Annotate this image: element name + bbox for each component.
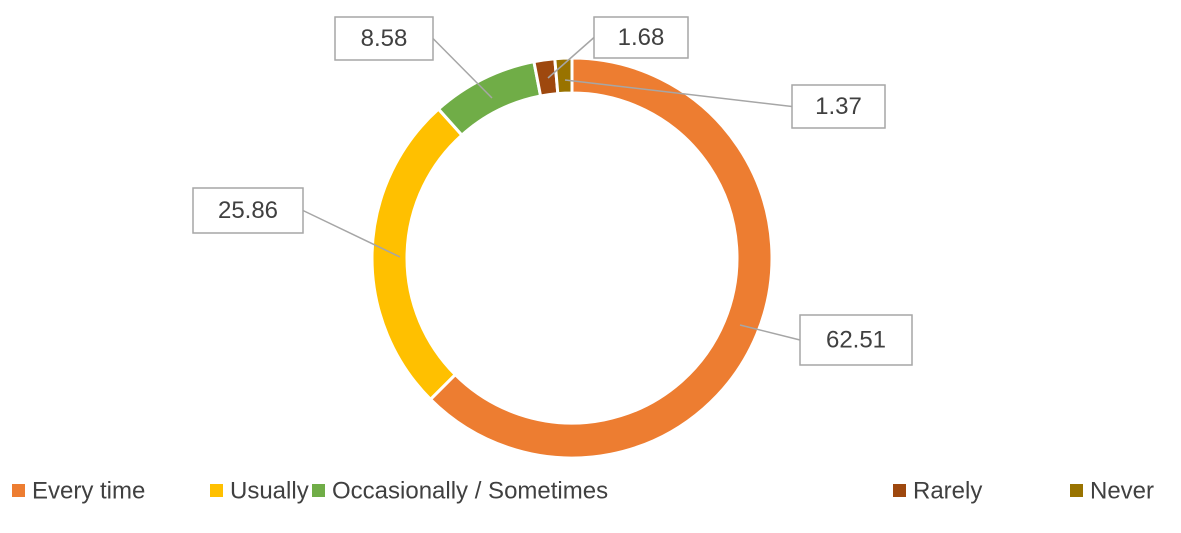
leader-line — [432, 37, 493, 99]
data-label: 62.51 — [826, 326, 886, 353]
legend-label: Occasionally / Sometimes — [332, 477, 608, 504]
donut-segment — [428, 56, 774, 460]
label-box — [799, 314, 913, 366]
data-label: 25.86 — [218, 197, 278, 224]
label-box — [791, 84, 886, 129]
legend-label: Never — [1090, 477, 1154, 504]
donut-segment — [370, 106, 464, 402]
data-label: 1.68 — [618, 24, 665, 51]
legend-label: Usually — [230, 477, 309, 504]
legend-swatch — [1070, 484, 1083, 497]
legend-swatch — [12, 484, 25, 497]
leader-line — [564, 79, 793, 108]
legend-swatch — [893, 484, 906, 497]
label-box — [334, 16, 434, 61]
data-label: 8.58 — [361, 25, 408, 52]
leader-line — [739, 324, 801, 341]
legend-label: Every time — [32, 477, 145, 504]
data-label: 1.37 — [815, 93, 862, 120]
legend-swatch — [312, 484, 325, 497]
donut-segment — [553, 56, 574, 96]
leader-line — [302, 209, 401, 258]
legend-label: Rarely — [913, 477, 982, 504]
label-box — [192, 187, 304, 234]
donut-segment — [436, 59, 543, 138]
label-box — [593, 16, 689, 59]
legend-swatch — [210, 484, 223, 497]
leader-line — [547, 36, 595, 79]
